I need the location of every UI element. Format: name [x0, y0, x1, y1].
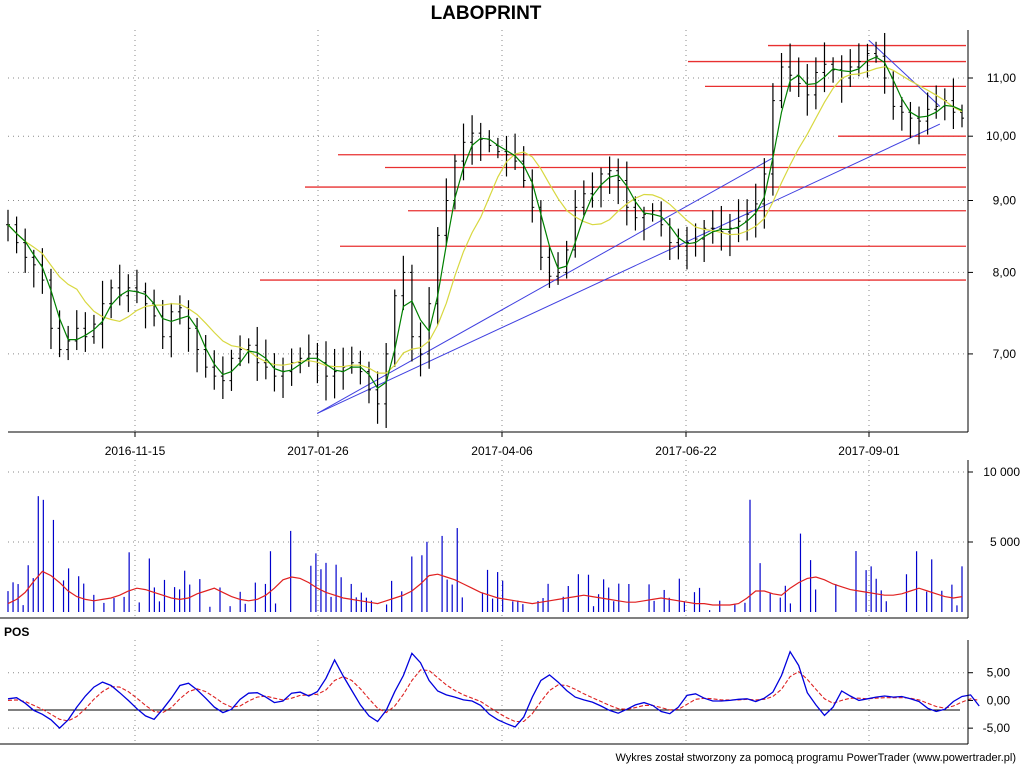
volume-grid [8, 460, 968, 618]
price-y-tick-label: 10,00 [986, 129, 1016, 143]
short-moving-average-line [7, 56, 963, 390]
volume-y-tick-label: 10 000 [983, 465, 1020, 479]
x-tick-labels: 2016-11-15 2017-01-26 2017-04-06 2017-06-22… [105, 432, 900, 458]
volume-bars [7, 496, 963, 612]
price-y-tick-labels: 7,00 8,00 9,00 10,00 11,00 [968, 71, 1016, 361]
volume-average-line [7, 570, 963, 606]
credit-footer: Wykres został stworzony za pomocą progra… [615, 752, 1016, 764]
price-bars [6, 32, 964, 428]
long-moving-average-line [7, 66, 963, 374]
oscillator-signal-line [7, 669, 980, 723]
x-tick-label: 2016-11-15 [105, 444, 166, 458]
oscillator-pos-line [7, 650, 980, 730]
volume-y-tick-labels: 5 000 10 000 [968, 465, 1020, 549]
volume-y-tick-label: 5 000 [990, 535, 1020, 549]
price-y-tick-label: 11,00 [987, 71, 1016, 85]
x-tick-label: 2017-09-01 [838, 444, 900, 458]
price-y-tick-label: 8,00 [993, 265, 1017, 279]
support-resistance-levels [260, 44, 966, 281]
oscillator-y-tick-labels: -5,00 0,00 5,00 [968, 666, 1010, 735]
chart-title: LABOPRINT [431, 3, 542, 24]
price-y-tick-label: 7,00 [993, 347, 1017, 361]
oscillator-y-tick-label: 0,00 [987, 693, 1011, 707]
oscillator-grid [8, 640, 968, 744]
oscillator-label: POS [4, 625, 29, 639]
oscillator-y-tick-label: 5,00 [987, 666, 1011, 680]
x-tick-label: 2017-04-06 [471, 444, 533, 458]
x-tick-label: 2017-06-22 [655, 444, 717, 458]
x-tick-label: 2017-01-26 [287, 444, 349, 458]
price-y-tick-label: 9,00 [993, 194, 1017, 208]
trendline [316, 157, 774, 414]
oscillator-y-tick-label: -5,00 [983, 721, 1011, 735]
